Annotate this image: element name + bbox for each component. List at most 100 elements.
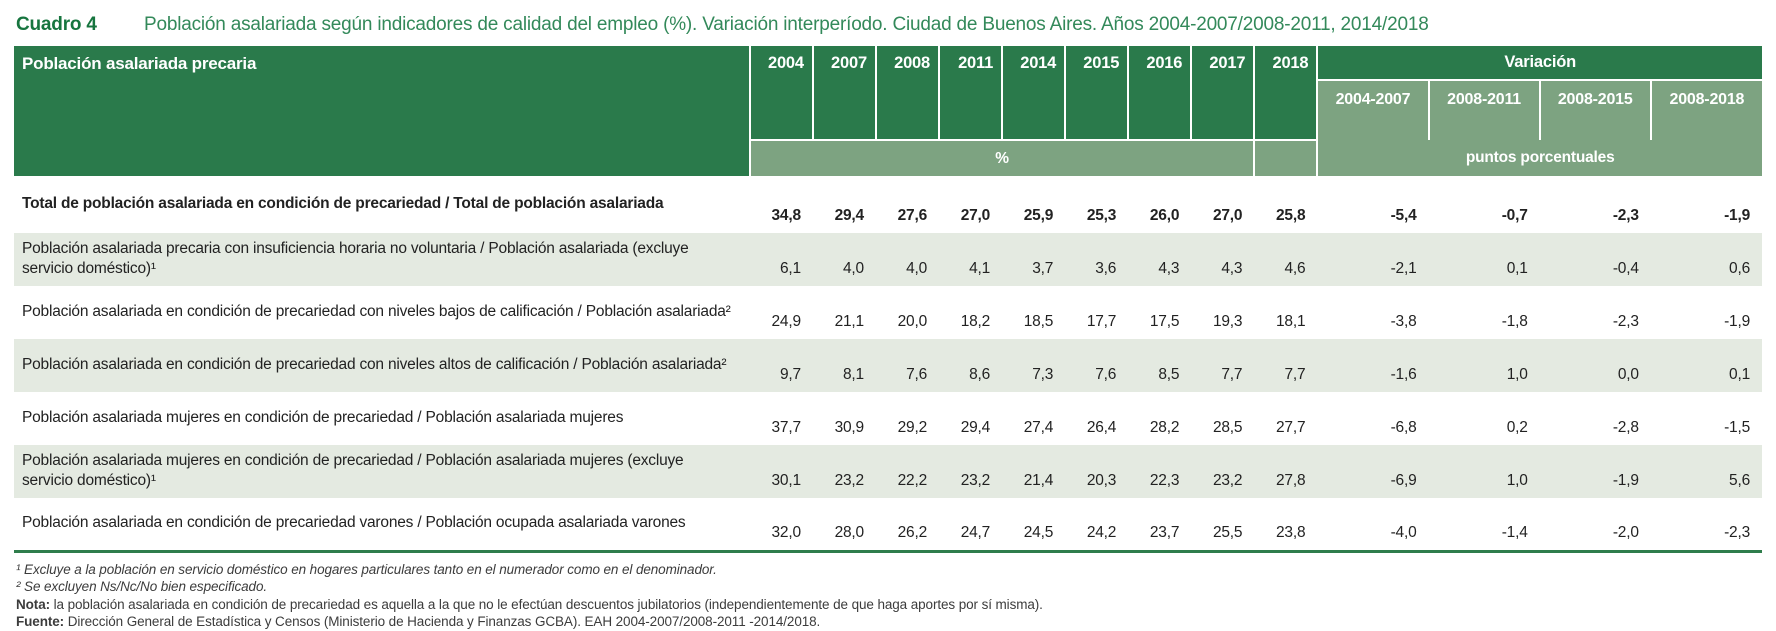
value-cell: 20,0: [897, 313, 928, 330]
year-header-2017: 2017: [1191, 46, 1256, 141]
percent-unit-header: %: [749, 140, 1256, 176]
value-cell: 27,0: [960, 207, 991, 224]
fuente-label: Fuente:: [16, 614, 65, 629]
variation-cell: 5,6: [1729, 472, 1750, 489]
value-cell: 4,6: [1284, 260, 1306, 277]
value-cell: 18,2: [960, 313, 991, 330]
year-header-2015: 2015: [1065, 46, 1130, 141]
value-cell: 28,5: [1212, 419, 1243, 436]
header-row-periods: 2004-2007 2008-2011 2008-2015 2008-2018: [14, 80, 1762, 140]
variation-cell: -1,4: [1501, 523, 1528, 541]
value-cell: 29,4: [960, 419, 991, 436]
row-label: Población asalariada en condición de pre…: [22, 302, 731, 320]
value-cell: 27,0: [1212, 207, 1243, 224]
value-cell: 24,7: [960, 523, 991, 541]
value-cell: 25,5: [1212, 523, 1243, 541]
value-cell: 34,8: [771, 207, 802, 224]
table-row: Total de población asalariada en condici…: [14, 176, 1762, 233]
value-cell: 7,7: [1284, 366, 1306, 383]
value-cell: 23,2: [834, 472, 865, 489]
value-cell: 7,7: [1221, 366, 1243, 383]
value-cell: 30,1: [771, 472, 802, 489]
variation-cell: -0,7: [1501, 207, 1528, 224]
period-header-2008-2015: 2008-2015: [1539, 80, 1652, 140]
header-row-top: Población asalariada precaria 2004 2007 20…: [14, 46, 1762, 176]
table-caption: Cuadro 4 Población asalariada según indi…: [14, 10, 1762, 46]
variation-cell: -1,6: [1390, 366, 1417, 383]
year-header-2016: 2016: [1128, 46, 1193, 141]
value-cell: 4,1: [969, 260, 991, 277]
value-cell: 4,0: [843, 260, 864, 277]
value-cell: 8,6: [969, 366, 991, 383]
variation-cell: -3,8: [1390, 313, 1417, 330]
footnote-1: ¹ Excluye a la población en servicio dom…: [16, 561, 717, 577]
period-header-2008-2011: 2008-2011: [1428, 80, 1541, 140]
value-cell: 29,2: [897, 419, 928, 436]
variation-cell: -1,9: [1724, 207, 1750, 224]
value-cell: 7,6: [906, 366, 928, 383]
variation-cell: -6,8: [1390, 419, 1417, 436]
variation-cell: -1,5: [1724, 419, 1750, 436]
unit-gap-cell: [1254, 140, 1319, 176]
value-cell: 9,7: [779, 366, 801, 383]
row-label: Población asalariada precaria con insufi…: [22, 239, 689, 277]
value-cell: 21,4: [1023, 472, 1054, 489]
value-cell: 19,3: [1212, 313, 1243, 330]
variation-cell: 0,1: [1729, 366, 1750, 383]
table-row: Población asalariada en condición de pre…: [14, 339, 1762, 392]
nota-line: Nota: la población asalariada en condici…: [16, 596, 1762, 614]
table-row: Población asalariada en condición de pre…: [14, 286, 1762, 339]
value-cell: 22,3: [1149, 472, 1180, 489]
value-cell: 18,5: [1023, 313, 1054, 330]
variation-cell: -2,8: [1612, 419, 1639, 436]
nota-label: Nota:: [16, 596, 50, 612]
row-label: Total de población asalariada en condici…: [22, 194, 664, 212]
table-row: Población asalariada en condición de pre…: [14, 498, 1762, 551]
value-cell: 3,7: [1032, 260, 1054, 277]
column-group-label: Población asalariada precaria: [14, 46, 751, 176]
year-header-2008: 2008: [875, 46, 941, 141]
value-cell: 28,2: [1149, 419, 1180, 436]
variation-cell: -2,1: [1390, 260, 1417, 277]
variation-cell: -4,0: [1390, 523, 1417, 541]
header-row-units: % puntos porcentuales: [14, 140, 1762, 176]
variation-cell: -2,3: [1612, 207, 1639, 224]
variation-cell: -2,3: [1612, 313, 1639, 330]
value-cell: 24,9: [771, 313, 802, 330]
value-cell: 6,1: [779, 260, 801, 277]
value-cell: 37,7: [771, 419, 802, 436]
variation-cell: -6,9: [1390, 472, 1417, 489]
value-cell: 26,4: [1086, 419, 1117, 436]
value-cell: 29,4: [834, 207, 865, 224]
value-cell: 27,8: [1276, 472, 1306, 489]
table-header: Población asalariada precaria 2004 2007 20…: [14, 46, 1762, 176]
value-cell: 32,0: [771, 523, 802, 541]
table-row: Población asalariada mujeres en condició…: [14, 445, 1762, 498]
value-cell: 23,2: [1212, 472, 1243, 489]
year-header-2004: 2004: [749, 46, 814, 141]
table-body: Total de población asalariada en condici…: [14, 176, 1762, 551]
value-cell: 7,6: [1095, 366, 1117, 383]
year-header-2011: 2011: [939, 46, 1004, 141]
year-header-2014: 2014: [1002, 46, 1067, 141]
variation-cell: -0,4: [1612, 260, 1639, 277]
fuente-text: Dirección General de Estadística y Censo…: [64, 614, 821, 629]
pp-unit-header: puntos porcentuales: [1317, 140, 1762, 176]
value-cell: 22,2: [897, 472, 928, 489]
period-header-2008-2018: 2008-2018: [1650, 80, 1762, 140]
variation-cell: -2,0: [1612, 523, 1639, 541]
period-header-2004-2007: 2004-2007: [1317, 80, 1430, 140]
value-cell: 24,5: [1023, 523, 1054, 541]
value-cell: 17,7: [1086, 313, 1117, 330]
value-cell: 3,6: [1095, 260, 1117, 277]
value-cell: 23,8: [1276, 523, 1306, 541]
value-cell: 8,5: [1158, 366, 1180, 383]
variation-cell: -1,8: [1501, 313, 1528, 330]
table-row: Población asalariada mujeres en condició…: [14, 392, 1762, 445]
value-cell: 30,9: [834, 419, 865, 436]
value-cell: 25,8: [1276, 207, 1306, 224]
footnote-2: ² Se excluyen Ns/Nc/No bien especificado…: [16, 579, 268, 594]
data-table: Población asalariada precaria 2004 2007 20…: [14, 46, 1762, 553]
value-cell: 27,7: [1276, 419, 1306, 436]
year-header-2007: 2007: [812, 46, 877, 141]
